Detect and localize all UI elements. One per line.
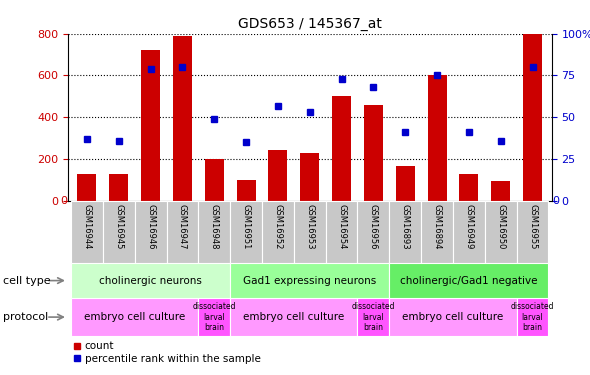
Bar	[71, 263, 230, 298]
Text: GSM16948: GSM16948	[210, 204, 219, 249]
Bar	[237, 180, 255, 201]
Text: embryo cell culture: embryo cell culture	[243, 312, 345, 322]
Text: dissociated
larval
brain: dissociated larval brain	[352, 302, 395, 332]
Text: cholinergic neurons: cholinergic neurons	[99, 276, 202, 286]
Bar	[453, 201, 485, 263]
Bar	[326, 201, 358, 263]
Text: embryo cell culture: embryo cell culture	[84, 312, 185, 322]
Text: cholinergic/Gad1 negative: cholinergic/Gad1 negative	[400, 276, 537, 286]
Bar	[166, 201, 198, 263]
Bar	[141, 51, 160, 201]
Bar	[268, 150, 287, 201]
Text: GSM16894: GSM16894	[432, 204, 441, 249]
Text: GSM16893: GSM16893	[401, 204, 409, 249]
Bar	[230, 298, 358, 336]
Text: dissociated
larval
brain: dissociated larval brain	[192, 302, 236, 332]
Bar	[300, 153, 319, 201]
Text: GSM16952: GSM16952	[273, 204, 283, 249]
Bar	[198, 201, 230, 263]
Bar	[109, 174, 128, 201]
Text: GSM16949: GSM16949	[464, 204, 473, 249]
Bar	[517, 201, 549, 263]
Text: protocol: protocol	[3, 312, 48, 322]
Text: GSM16945: GSM16945	[114, 204, 123, 249]
Text: GSM16954: GSM16954	[337, 204, 346, 249]
Bar	[523, 34, 542, 201]
Text: Gad1 expressing neurons: Gad1 expressing neurons	[243, 276, 376, 286]
Bar	[230, 263, 389, 298]
Text: GSM16946: GSM16946	[146, 204, 155, 249]
Bar	[364, 105, 383, 201]
Bar	[71, 298, 198, 336]
Text: 0: 0	[552, 196, 559, 206]
Bar	[173, 36, 192, 201]
Text: GSM16955: GSM16955	[528, 204, 537, 249]
Bar	[396, 166, 415, 201]
Text: dissociated
larval
brain: dissociated larval brain	[511, 302, 554, 332]
Bar	[389, 263, 549, 298]
Title: GDS653 / 145367_at: GDS653 / 145367_at	[238, 17, 382, 32]
Text: GSM16956: GSM16956	[369, 204, 378, 249]
Text: GSM16950: GSM16950	[496, 204, 505, 249]
Text: embryo cell culture: embryo cell culture	[402, 312, 504, 322]
Text: GSM16944: GSM16944	[83, 204, 91, 249]
Text: GSM16951: GSM16951	[241, 204, 251, 249]
Bar	[421, 201, 453, 263]
Bar	[71, 201, 103, 263]
Bar	[103, 201, 135, 263]
Bar	[205, 159, 224, 201]
Bar	[389, 298, 517, 336]
Bar	[198, 298, 230, 336]
Bar	[460, 174, 478, 201]
Bar	[230, 201, 262, 263]
Bar	[332, 96, 351, 201]
Bar	[491, 181, 510, 201]
Text: GSM16947: GSM16947	[178, 204, 187, 249]
Text: cell type: cell type	[3, 276, 51, 286]
Bar	[485, 201, 517, 263]
Bar	[294, 201, 326, 263]
Bar	[517, 298, 549, 336]
Bar	[262, 201, 294, 263]
Bar	[389, 201, 421, 263]
Bar	[428, 75, 447, 201]
Text: GSM16953: GSM16953	[305, 204, 314, 249]
Bar	[135, 201, 166, 263]
Bar	[358, 201, 389, 263]
Text: 0: 0	[60, 196, 67, 206]
Bar	[77, 174, 97, 201]
Legend: count, percentile rank within the sample: count, percentile rank within the sample	[73, 341, 260, 363]
Bar	[358, 298, 389, 336]
